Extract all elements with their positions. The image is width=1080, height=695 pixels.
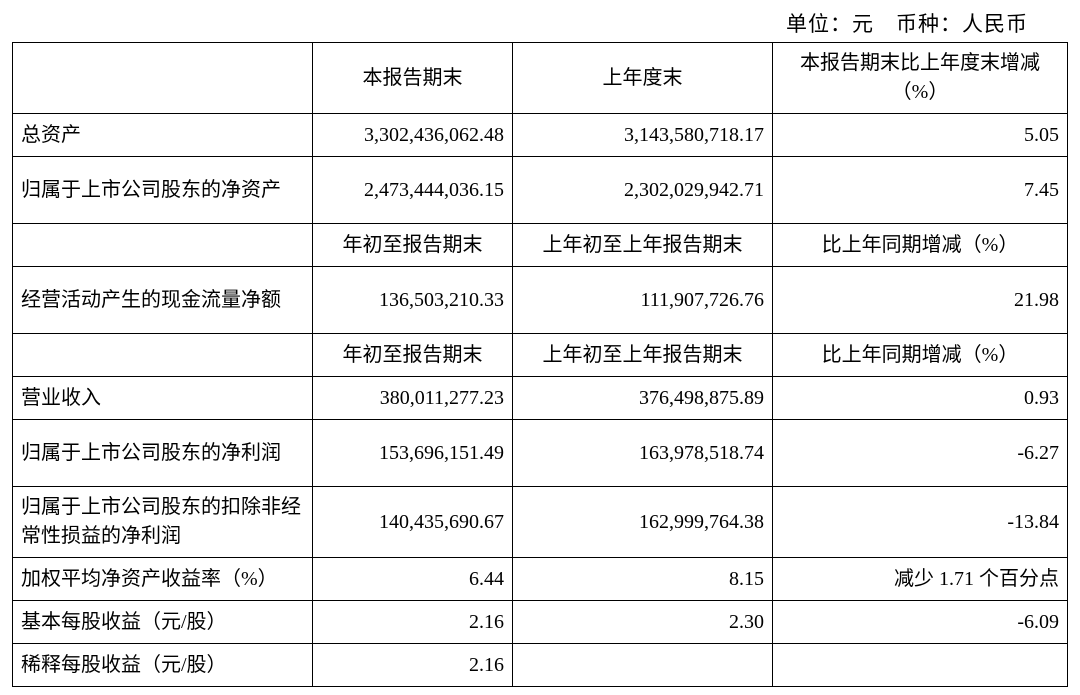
val-revenue-3: 0.93 (773, 377, 1068, 420)
val-total-assets-1: 3,302,436,062.48 (313, 114, 513, 157)
label-roe: 加权平均净资产收益率（%） (13, 558, 313, 601)
val-eps-diluted-2 (513, 644, 773, 687)
label-total-assets: 总资产 (13, 114, 313, 157)
label-net-profit: 归属于上市公司股东的净利润 (13, 420, 313, 487)
header-pct-change-year: 本报告期末比上年度末增减（%） (773, 43, 1068, 114)
header-ytd-3: 年初至报告期末 (313, 334, 513, 377)
label-net-assets: 归属于上市公司股东的净资产 (13, 157, 313, 224)
val-roe-1: 6.44 (313, 558, 513, 601)
header-row-2: 年初至报告期末 上年初至上年报告期末 比上年同期增减（%） (13, 224, 1068, 267)
val-net-profit-1: 153,696,151.49 (313, 420, 513, 487)
header-blank-2 (13, 224, 313, 267)
val-op-cashflow-1: 136,503,210.33 (313, 267, 513, 334)
val-net-assets-2: 2,302,029,942.71 (513, 157, 773, 224)
val-roe-3: 减少 1.71 个百分点 (773, 558, 1068, 601)
header-row-3: 年初至报告期末 上年初至上年报告期末 比上年同期增减（%） (13, 334, 1068, 377)
val-revenue-1: 380,011,277.23 (313, 377, 513, 420)
header-prev-year-end: 上年度末 (513, 43, 773, 114)
row-revenue: 营业收入 380,011,277.23 376,498,875.89 0.93 (13, 377, 1068, 420)
val-roe-2: 8.15 (513, 558, 773, 601)
val-eps-basic-2: 2.30 (513, 601, 773, 644)
label-eps-diluted: 稀释每股收益（元/股） (13, 644, 313, 687)
header-prev-ytd-3: 上年初至上年报告期末 (513, 334, 773, 377)
row-net-profit: 归属于上市公司股东的净利润 153,696,151.49 163,978,518… (13, 420, 1068, 487)
header-yoy-3: 比上年同期增减（%） (773, 334, 1068, 377)
header-row-1: 本报告期末 上年度末 本报告期末比上年度末增减（%） (13, 43, 1068, 114)
val-total-assets-2: 3,143,580,718.17 (513, 114, 773, 157)
header-yoy: 比上年同期增减（%） (773, 224, 1068, 267)
header-period-end: 本报告期末 (313, 43, 513, 114)
financial-table: 本报告期末 上年度末 本报告期末比上年度末增减（%） 总资产 3,302,436… (12, 42, 1068, 687)
val-net-assets-3: 7.45 (773, 157, 1068, 224)
row-total-assets: 总资产 3,302,436,062.48 3,143,580,718.17 5.… (13, 114, 1068, 157)
label-revenue: 营业收入 (13, 377, 313, 420)
label-op-cashflow: 经营活动产生的现金流量净额 (13, 267, 313, 334)
header-blank-3 (13, 334, 313, 377)
header-prev-ytd: 上年初至上年报告期末 (513, 224, 773, 267)
unit-currency-line: 单位：元 币种：人民币 (12, 8, 1068, 38)
val-op-cashflow-2: 111,907,726.76 (513, 267, 773, 334)
header-ytd: 年初至报告期末 (313, 224, 513, 267)
row-roe: 加权平均净资产收益率（%） 6.44 8.15 减少 1.71 个百分点 (13, 558, 1068, 601)
val-net-profit-ex-2: 162,999,764.38 (513, 487, 773, 558)
row-net-profit-ex: 归属于上市公司股东的扣除非经常性损益的净利润 140,435,690.67 16… (13, 487, 1068, 558)
val-eps-basic-1: 2.16 (313, 601, 513, 644)
val-revenue-2: 376,498,875.89 (513, 377, 773, 420)
val-op-cashflow-3: 21.98 (773, 267, 1068, 334)
val-net-profit-3: -6.27 (773, 420, 1068, 487)
row-eps-diluted: 稀释每股收益（元/股） 2.16 (13, 644, 1068, 687)
val-net-profit-2: 163,978,518.74 (513, 420, 773, 487)
val-total-assets-3: 5.05 (773, 114, 1068, 157)
header-blank (13, 43, 313, 114)
val-net-profit-ex-3: -13.84 (773, 487, 1068, 558)
val-net-profit-ex-1: 140,435,690.67 (313, 487, 513, 558)
val-eps-basic-3: -6.09 (773, 601, 1068, 644)
label-net-profit-ex: 归属于上市公司股东的扣除非经常性损益的净利润 (13, 487, 313, 558)
label-eps-basic: 基本每股收益（元/股） (13, 601, 313, 644)
row-eps-basic: 基本每股收益（元/股） 2.16 2.30 -6.09 (13, 601, 1068, 644)
row-net-assets: 归属于上市公司股东的净资产 2,473,444,036.15 2,302,029… (13, 157, 1068, 224)
val-eps-diluted-1: 2.16 (313, 644, 513, 687)
row-op-cashflow: 经营活动产生的现金流量净额 136,503,210.33 111,907,726… (13, 267, 1068, 334)
val-eps-diluted-3 (773, 644, 1068, 687)
val-net-assets-1: 2,473,444,036.15 (313, 157, 513, 224)
